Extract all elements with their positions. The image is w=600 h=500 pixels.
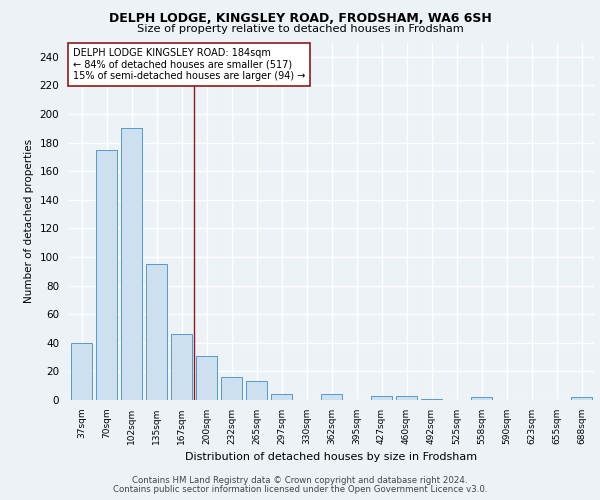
X-axis label: Distribution of detached houses by size in Frodsham: Distribution of detached houses by size … [185,452,478,462]
Bar [321,394,342,400]
Bar [171,334,192,400]
Y-axis label: Number of detached properties: Number of detached properties [24,139,34,304]
Text: Size of property relative to detached houses in Frodsham: Size of property relative to detached ho… [137,24,463,34]
Bar [421,398,442,400]
Bar [196,356,217,400]
Bar [271,394,292,400]
Text: DELPH LODGE, KINGSLEY ROAD, FRODSHAM, WA6 6SH: DELPH LODGE, KINGSLEY ROAD, FRODSHAM, WA… [109,12,491,26]
Bar [96,150,117,400]
Bar [246,382,267,400]
Text: Contains HM Land Registry data © Crown copyright and database right 2024.: Contains HM Land Registry data © Crown c… [132,476,468,485]
Bar [146,264,167,400]
Bar [221,377,242,400]
Bar [371,396,392,400]
Text: Contains public sector information licensed under the Open Government Licence v3: Contains public sector information licen… [113,485,487,494]
Bar [571,397,592,400]
Bar [471,397,492,400]
Bar [121,128,142,400]
Bar [71,343,92,400]
Text: DELPH LODGE KINGSLEY ROAD: 184sqm
← 84% of detached houses are smaller (517)
15%: DELPH LODGE KINGSLEY ROAD: 184sqm ← 84% … [73,48,305,81]
Bar [396,396,417,400]
